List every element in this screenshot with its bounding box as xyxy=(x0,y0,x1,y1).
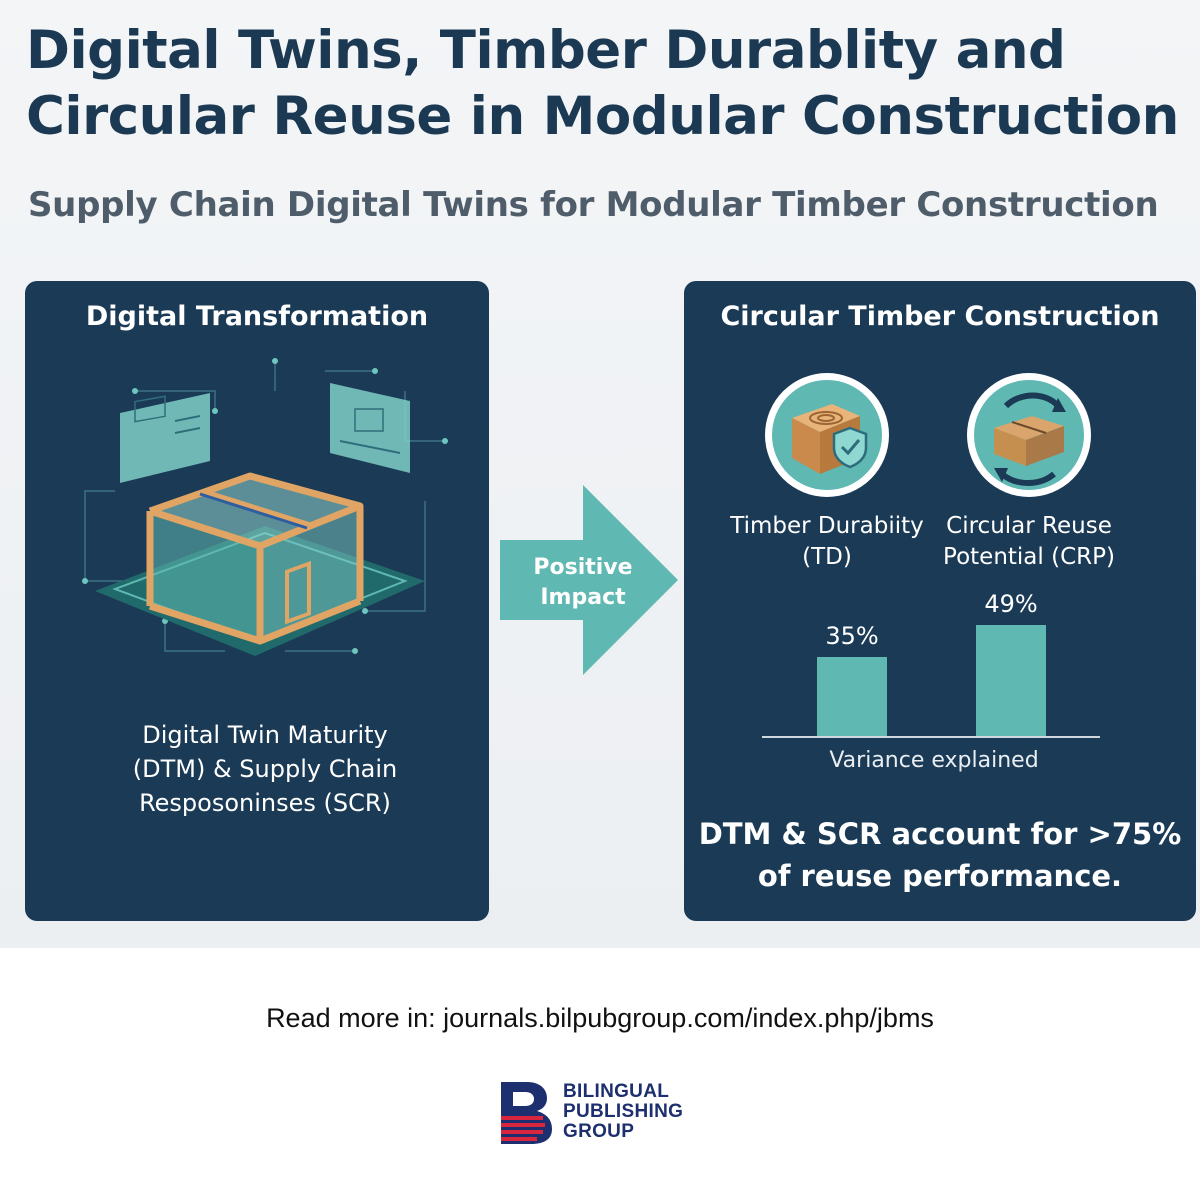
publisher-logo-text: BILINGUAL PUBLISHING GROUP xyxy=(563,1081,684,1142)
bar-td xyxy=(817,657,887,736)
page-subtitle: Supply Chain Digital Twins for Modular T… xyxy=(28,185,1159,225)
read-more-link[interactable]: Read more in: journals.bilpubgroup.com/i… xyxy=(266,1003,934,1033)
bar-value-label-td: 35% xyxy=(825,622,879,650)
variance-explained-label: Variance explained xyxy=(829,748,1039,773)
chart-baseline xyxy=(762,736,1100,738)
positive-impact-arrow-icon xyxy=(500,485,678,675)
dtm-scr-description: Digital Twin Maturity (DTM) & Supply Cha… xyxy=(132,721,398,817)
digital-twin-module-illustration xyxy=(82,358,448,656)
positive-impact-label: Positive Impact xyxy=(533,555,633,610)
timber-shield-icon xyxy=(765,373,889,497)
metric-label-td: Timber Durabiity (TD) xyxy=(730,513,924,570)
bilingual-publishing-logo-icon xyxy=(501,1082,552,1144)
conclusion-text: DTM & SCR account for >75% of reuse perf… xyxy=(698,817,1182,893)
panel-title-circular-timber: Circular Timber Construction xyxy=(720,301,1160,332)
circular-timber-construction-panel: Circular Timber Construction Timber Dura… xyxy=(684,281,1196,921)
digital-transformation-panel: Digital Transformation xyxy=(25,281,489,921)
floating-screen-left xyxy=(120,393,210,483)
page-title: Digital Twins, Timber Durablity and Circ… xyxy=(26,20,1179,147)
floating-screen-right xyxy=(330,383,410,473)
module-reuse-icon xyxy=(967,373,1091,497)
circuit-nodes xyxy=(82,358,448,654)
metric-label-crp: Circular Reuse Potential (CRP) xyxy=(943,513,1115,570)
timber-module-box xyxy=(146,472,364,645)
panel-title-digital-transformation: Digital Transformation xyxy=(85,301,429,332)
bar-crp xyxy=(976,625,1046,736)
bar-value-label-crp: 49% xyxy=(984,590,1038,619)
